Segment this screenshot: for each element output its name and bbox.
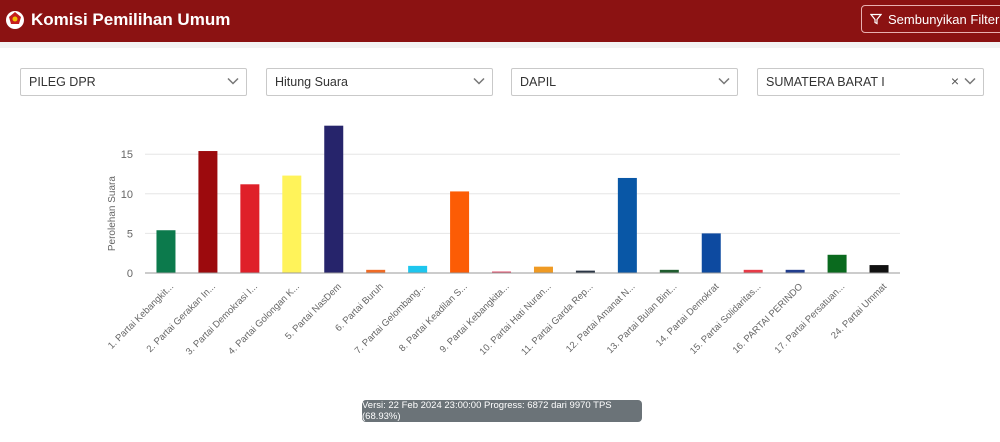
count-type-select[interactable]: Hitung Suara [266, 68, 493, 96]
x-tick-label: 2. Partai Gerakan In... [145, 281, 218, 354]
x-tick-label: 16. PARTAI PERINDO [731, 281, 806, 356]
bar-14 [701, 233, 721, 273]
x-tick-label: 4. Partai Golongan K... [226, 281, 302, 357]
x-tick-label: 12. Partai Amanat N... [564, 281, 637, 354]
chevron-down-icon [473, 77, 485, 85]
x-tick-label: 3. Partai Demokrasi I... [184, 281, 260, 357]
bar-9 [492, 271, 512, 273]
bar-17 [827, 254, 847, 273]
x-tick-label: 9. Partai Kebangkita... [438, 281, 512, 355]
bar-5 [324, 125, 344, 273]
kpu-logo-icon [6, 11, 24, 29]
chevron-down-icon [964, 77, 976, 85]
bar-10 [533, 266, 553, 273]
x-tick-label: 11. Partai Garda Rep... [519, 281, 595, 357]
x-tick-label: 7. Partai Gelombang... [353, 281, 428, 356]
clear-icon[interactable]: × [950, 73, 959, 89]
x-tick-label: 17. Partai Persatuan... [773, 281, 848, 356]
bar-8 [450, 191, 470, 273]
filter-icon [870, 13, 882, 25]
filter-panel: PILEG DPR Hitung Suara DAPIL SUMATERA BA… [0, 48, 1000, 125]
bar-12 [617, 177, 637, 273]
bar-6 [366, 269, 386, 273]
hide-filter-label: Sembunyikan Filter [888, 11, 1000, 27]
y-tick-label: 5 [127, 228, 133, 240]
region-select[interactable]: SUMATERA BARAT I × [757, 68, 984, 96]
bar-1 [156, 230, 176, 273]
app-title: Komisi Pemilihan Umum [31, 10, 231, 29]
hide-filter-button[interactable]: Sembunyikan Filter [861, 5, 1000, 33]
bar-11 [575, 270, 595, 273]
count-type-value: Hitung Suara [275, 75, 348, 89]
region-level-select[interactable]: DAPIL [511, 68, 738, 96]
election-type-value: PILEG DPR [29, 75, 96, 89]
bar-16 [785, 269, 805, 273]
progress-status-badge: Versi: 22 Feb 2024 23:00:00 Progress: 68… [362, 400, 642, 422]
bar-7 [408, 265, 428, 273]
region-value: SUMATERA BARAT I [766, 75, 885, 89]
bar-4 [282, 175, 302, 273]
bar-2 [198, 151, 218, 273]
chevron-down-icon [227, 77, 239, 85]
top-bar: Komisi Pemilihan Umum Sembunyikan Filter [0, 0, 1000, 42]
election-type-select[interactable]: PILEG DPR [20, 68, 247, 96]
x-tick-label: 15. Partai Solidaritas... [688, 281, 763, 356]
x-tick-label: 13. Partai Bulan Bint... [605, 281, 680, 356]
y-tick-label: 15 [121, 149, 133, 161]
bar-15 [743, 269, 763, 273]
chevron-down-icon [718, 77, 730, 85]
y-axis-label: Perolehan Suara [107, 176, 118, 251]
bar-13 [659, 269, 679, 273]
x-tick-label: 10. Partai Hati Nuran... [477, 281, 553, 357]
bar-3 [240, 184, 260, 273]
chart-panel: 0 5 10 15 Perolehan Suara 1. Partai Kebangkit… [0, 125, 1000, 442]
bar-18 [869, 265, 889, 273]
region-level-value: DAPIL [520, 75, 557, 89]
y-tick-label: 10 [121, 189, 133, 201]
y-tick-label: 0 [127, 268, 133, 280]
